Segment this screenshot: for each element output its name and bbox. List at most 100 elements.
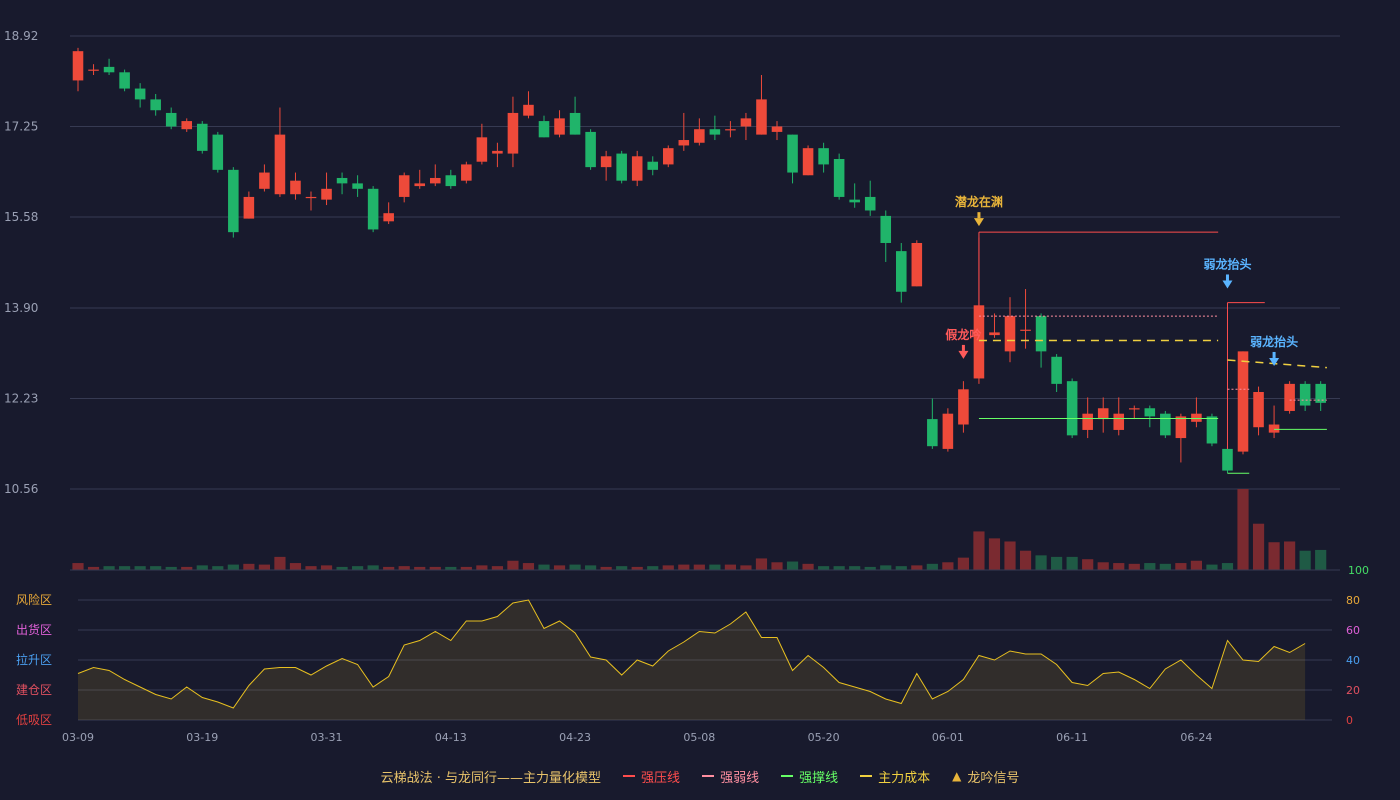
indicator-tick-label: 60 [1346,624,1360,637]
volume-bar [227,564,239,570]
candle-body [305,196,317,199]
volume-bar [134,566,146,570]
candle-body [1253,392,1264,428]
candle-body [973,305,985,379]
volume-bar [103,566,115,570]
date-tick-label: 05-08 [683,731,715,744]
candle-body [647,161,659,170]
candle-body [662,148,674,165]
volume-bar [1284,541,1296,570]
candle-body [709,129,721,135]
volume-bar [1019,550,1032,570]
legend-dragon-signal[interactable]: ▲ 龙吟信号 [952,769,1020,786]
volume-bar [1190,560,1203,570]
candle-body [1206,416,1218,444]
candle-body [1175,416,1187,439]
candle-body [259,172,270,189]
candle-body [398,175,410,197]
signal-arrow-icon [1269,357,1280,366]
volume-bar [600,566,612,570]
legend-strong-pressure[interactable]: 强压线 [623,767,680,786]
volume-bar [942,562,954,570]
legend-strong-weak[interactable]: 强弱线 [702,767,759,786]
volume-bar [1004,541,1016,570]
volume-bar [165,566,177,570]
volume-bar [414,566,426,570]
volume-bar [631,566,643,570]
volume-bar [647,566,659,570]
volume-bar [802,563,814,570]
signal-label: 弱龙抬头 [1250,334,1298,349]
candle-body [631,156,643,181]
volume-bar [1252,523,1265,570]
candle-body [927,419,938,447]
date-tick-label: 03-09 [62,731,94,744]
candle-body [864,196,876,211]
indicator-line [77,599,1306,709]
date-tick-label: 04-13 [435,731,467,744]
date-tick-label: 06-01 [932,731,964,744]
volume-bar [1315,549,1327,570]
volume-bar [662,565,674,570]
volume-bar [957,557,970,570]
volume-bar [150,566,162,570]
volume-bar [895,566,907,570]
legend-strong-support[interactable]: 强撑线 [781,767,838,786]
volume-bar [585,565,597,570]
candle-body [243,196,255,219]
candle-body [911,242,923,287]
volume-bar [243,563,255,570]
candle-body [694,129,705,143]
volume-bar [973,531,985,570]
volume-bar [755,558,768,570]
volume-bar [864,566,876,570]
volume-bar [693,564,705,570]
candle-body [1268,424,1280,433]
candle-body [134,88,146,100]
volume-bar [491,566,503,570]
signal-arrow-icon [1222,280,1233,289]
candle-body [849,199,860,203]
legend-main-cost[interactable]: 主力成本 [860,767,930,786]
candle-body [212,134,224,170]
candle-body [1315,383,1326,403]
volume-bar [849,566,861,570]
volume-bar [538,564,550,570]
price-tick-label: 15.58 [4,210,38,224]
candle-body [678,140,690,146]
candle-body [554,118,565,135]
volume-bar [616,566,628,570]
candle-body [429,177,441,184]
indicator-zone-label: 建仓区 [16,683,52,697]
candle-body [228,169,239,233]
candle-body [833,159,845,197]
candle-body [119,72,130,89]
volume-bar [709,564,721,570]
volume-bar [1268,542,1280,570]
candle-body [569,112,581,135]
volume-bar [569,564,581,570]
candle-body [1082,413,1093,430]
signal-arrow-stem [961,344,965,351]
signal-arrow-icon [958,350,969,359]
volume-bar [1128,563,1140,570]
volume-bar [1175,563,1187,570]
volume-bar [367,565,379,570]
volume-bar [476,565,488,570]
volume-bar [786,561,799,570]
price-tick-label: 17.25 [4,119,38,133]
candle-body [461,164,472,181]
volume-bar [212,566,224,570]
price-axis: 18.92 17.25 15.58 13.90 12.23 10.56 [4,29,38,496]
price-tick-label: 13.90 [4,301,38,315]
price-tick-label: 12.23 [4,392,38,406]
volume-bar [1159,563,1171,570]
volume-bar [740,565,752,570]
candle-body [958,389,969,425]
date-tick-label: 03-19 [186,731,218,744]
candle-body [1191,413,1202,422]
candle-body [725,129,736,131]
candle-body [367,188,379,230]
volume-bar [1144,563,1156,570]
